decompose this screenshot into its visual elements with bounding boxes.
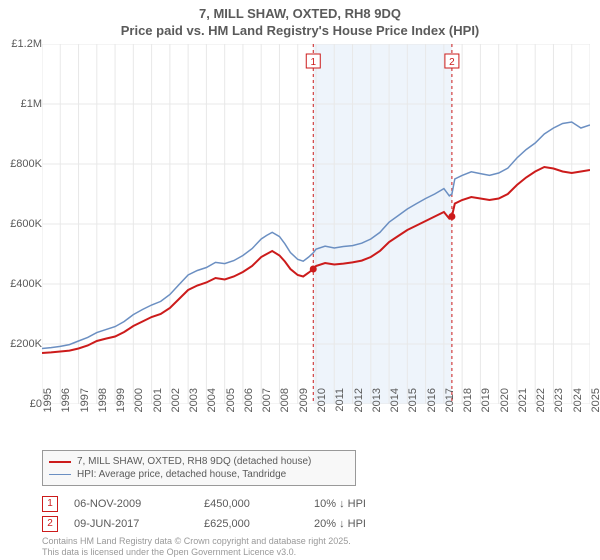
- y-tick-label: £800K: [10, 158, 42, 170]
- legend-row-red: 7, MILL SHAW, OXTED, RH8 9DQ (detached h…: [49, 455, 349, 468]
- sale-date: 09-JUN-2017: [74, 518, 204, 530]
- chart-title: 7, MILL SHAW, OXTED, RH8 9DQ Price paid …: [0, 0, 600, 40]
- x-tick-label: 2016: [426, 388, 438, 428]
- x-tick-label: 2017: [444, 388, 456, 428]
- x-tick-label: 2023: [553, 388, 565, 428]
- x-tick-label: 1997: [79, 388, 91, 428]
- x-tick-label: 2003: [188, 388, 200, 428]
- x-tick-label: 2014: [389, 388, 401, 428]
- y-tick-label: £600K: [10, 218, 42, 230]
- x-tick-label: 2001: [152, 388, 164, 428]
- x-tick-label: 2012: [353, 388, 365, 428]
- x-tick-label: 2005: [225, 388, 237, 428]
- sale-row: 2 09-JUN-2017£625,00020% ↓ HPI: [42, 514, 414, 534]
- x-tick-label: 2024: [572, 388, 584, 428]
- x-tick-label: 2021: [517, 388, 529, 428]
- legend-label-blue: HPI: Average price, detached house, Tand…: [77, 469, 286, 480]
- x-tick-label: 1996: [60, 388, 72, 428]
- sale-marker: 1: [42, 496, 58, 512]
- chart-svg: 12: [42, 44, 590, 404]
- sale-marker: 2: [42, 516, 58, 532]
- x-tick-label: 2018: [462, 388, 474, 428]
- sale-change: 20% ↓ HPI: [314, 518, 414, 530]
- x-tick-label: 2009: [298, 388, 310, 428]
- attribution: Contains HM Land Registry data © Crown c…: [42, 536, 351, 558]
- y-tick-label: £200K: [10, 338, 42, 350]
- x-tick-label: 1998: [97, 388, 109, 428]
- x-tick-label: 2020: [499, 388, 511, 428]
- y-tick-label: £400K: [10, 278, 42, 290]
- x-tick-label: 2004: [206, 388, 218, 428]
- svg-text:2: 2: [449, 57, 455, 68]
- x-tick-label: 1995: [42, 388, 54, 428]
- sale-date: 06-NOV-2009: [74, 498, 204, 510]
- x-tick-label: 2010: [316, 388, 328, 428]
- x-tick-label: 2025: [590, 388, 600, 428]
- legend-label-red: 7, MILL SHAW, OXTED, RH8 9DQ (detached h…: [77, 456, 311, 467]
- x-tick-label: 2011: [334, 388, 346, 428]
- sales-table: 1 06-NOV-2009£450,00010% ↓ HPI 2 09-JUN-201…: [42, 494, 414, 534]
- x-tick-label: 2015: [407, 388, 419, 428]
- x-tick-label: 2008: [279, 388, 291, 428]
- y-tick-label: £1M: [21, 98, 42, 110]
- attribution-line2: This data is licensed under the Open Gov…: [42, 547, 351, 558]
- legend-row-blue: HPI: Average price, detached house, Tand…: [49, 468, 349, 481]
- title-line2: Price paid vs. HM Land Registry's House …: [0, 23, 600, 40]
- x-tick-label: 2022: [535, 388, 547, 428]
- title-line1: 7, MILL SHAW, OXTED, RH8 9DQ: [0, 6, 600, 23]
- x-tick-label: 2019: [480, 388, 492, 428]
- x-tick-label: 2002: [170, 388, 182, 428]
- sale-price: £450,000: [204, 498, 314, 510]
- legend-swatch-blue: [49, 474, 71, 475]
- legend-swatch-red: [49, 461, 71, 463]
- legend: 7, MILL SHAW, OXTED, RH8 9DQ (detached h…: [42, 450, 356, 486]
- chart-container: 7, MILL SHAW, OXTED, RH8 9DQ Price paid …: [0, 0, 600, 560]
- svg-text:1: 1: [310, 57, 316, 68]
- sale-change: 10% ↓ HPI: [314, 498, 414, 510]
- sale-row: 1 06-NOV-2009£450,00010% ↓ HPI: [42, 494, 414, 514]
- attribution-line1: Contains HM Land Registry data © Crown c…: [42, 536, 351, 547]
- chart-area: 12: [42, 44, 590, 404]
- x-tick-label: 2013: [371, 388, 383, 428]
- sale-price: £625,000: [204, 518, 314, 530]
- y-tick-label: £1.2M: [11, 38, 42, 50]
- x-tick-label: 2007: [261, 388, 273, 428]
- y-tick-label: £0: [30, 398, 42, 410]
- x-tick-label: 2000: [133, 388, 145, 428]
- x-tick-label: 1999: [115, 388, 127, 428]
- x-tick-label: 2006: [243, 388, 255, 428]
